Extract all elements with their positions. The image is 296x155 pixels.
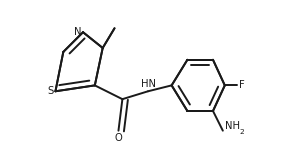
Text: N: N [73,27,81,37]
Text: 2: 2 [239,129,244,135]
Text: O: O [115,133,122,143]
Text: F: F [239,80,244,90]
Text: S: S [47,86,54,96]
Text: NH: NH [225,121,240,131]
Text: HN: HN [141,79,155,89]
